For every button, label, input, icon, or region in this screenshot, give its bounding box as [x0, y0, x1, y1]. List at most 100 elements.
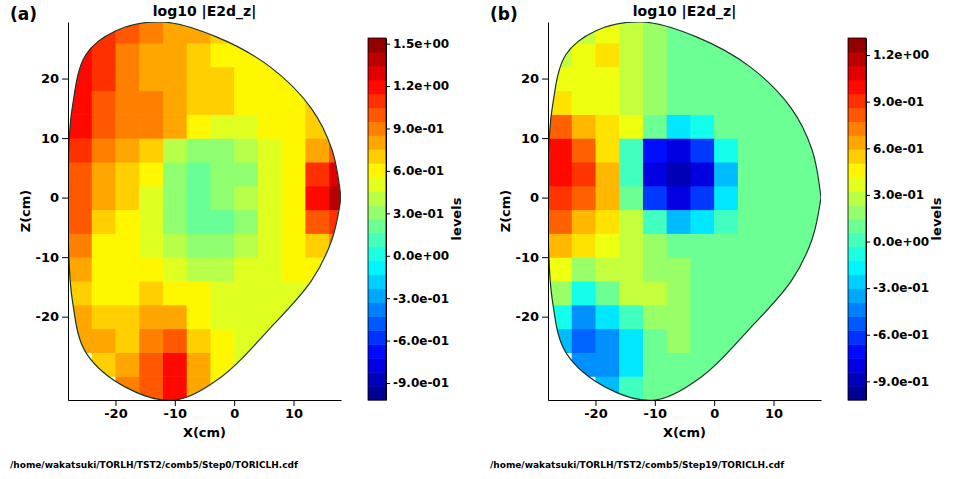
tick-mark	[595, 400, 596, 406]
heatmap-cell	[210, 233, 234, 257]
heatmap-cell	[258, 114, 282, 138]
tick: -9.0e-01	[386, 376, 449, 390]
heatmap-cell	[714, 257, 738, 281]
heatmap-cell	[210, 67, 234, 91]
heatmap-cell	[139, 114, 163, 138]
tick: 10	[765, 400, 783, 421]
heatmap-cell	[643, 90, 667, 114]
heatmap-cell	[163, 329, 187, 353]
heatmap-cell	[68, 210, 92, 234]
heatmap-cell	[187, 90, 211, 114]
heatmap-cell	[714, 305, 738, 329]
heatmap-cell	[210, 186, 234, 210]
heatmap-cell	[115, 281, 139, 305]
colorbar: 1.2e+009.0e-016.0e-013.0e-010.0e+00-3.0e…	[848, 38, 944, 401]
heatmap-cell	[92, 305, 116, 329]
chart-title: log10 |E2d_z|	[153, 3, 257, 20]
heatmap-cell	[234, 210, 258, 234]
heatmap-cell	[92, 114, 116, 138]
axis: -20-10010	[69, 400, 342, 421]
heatmap-cell	[762, 210, 786, 234]
colorbar-band	[848, 219, 866, 233]
colorbar-band	[368, 163, 386, 177]
tick: 6.0e-01	[866, 142, 924, 156]
tick-mark	[62, 198, 68, 199]
colorbar-band	[848, 261, 866, 275]
heatmap-cell	[690, 329, 714, 353]
colorbar-title: levels	[449, 197, 464, 240]
heatmap-cell	[163, 114, 187, 138]
tick-label: 0	[50, 190, 59, 205]
tick-mark	[62, 79, 68, 80]
heatmap-cell	[234, 281, 258, 305]
heatmap-cell	[282, 305, 306, 329]
colorbar-band	[848, 94, 866, 108]
panel-label: (b)	[490, 4, 518, 24]
tick: -6.0e-01	[866, 328, 929, 342]
tick-mark	[175, 400, 176, 406]
heatmap-cell	[762, 162, 786, 186]
tick-label: 0.0e+00	[873, 235, 929, 249]
heatmap-cell	[234, 329, 258, 353]
heatmap-cell	[785, 210, 809, 234]
heatmap-cell	[139, 67, 163, 91]
heatmap-cell	[68, 305, 92, 329]
colorbar-band	[848, 247, 866, 261]
tick-label: 20	[521, 71, 539, 86]
heatmap-cell	[139, 22, 163, 43]
heatmap-cell	[595, 67, 619, 91]
colorbar-band	[848, 386, 866, 400]
heatmap-cell	[619, 90, 643, 114]
heatmap-cell	[595, 257, 619, 281]
heatmap-cell	[210, 257, 234, 281]
heatmap-cell	[115, 67, 139, 91]
heatmap-cell	[210, 114, 234, 138]
heatmap-cell	[92, 186, 116, 210]
heatmap-cell	[282, 90, 306, 114]
y-axis-title: Z(cm)	[18, 190, 33, 233]
tick-label: 10	[285, 406, 303, 421]
heatmap-cell	[548, 162, 572, 186]
heatmap-cell	[92, 257, 116, 281]
heatmap-cell	[667, 114, 691, 138]
heatmap-cell	[163, 305, 187, 329]
heatmap-cell	[282, 162, 306, 186]
heatmap-cell	[305, 138, 329, 162]
tick-mark	[62, 138, 68, 139]
heatmap-cell	[115, 329, 139, 353]
heatmap-cell	[667, 233, 691, 257]
heatmap-cell	[667, 305, 691, 329]
heatmap-cell	[258, 233, 282, 257]
plot-area	[68, 22, 341, 400]
heatmap-cell	[619, 329, 643, 353]
tick-label: 3.0e-01	[393, 207, 444, 221]
tick: 1.2e+00	[866, 48, 929, 62]
tick: 10	[41, 131, 68, 146]
colorbar-band	[848, 38, 866, 52]
axis-line	[386, 39, 387, 401]
tick-mark	[386, 383, 390, 384]
heatmap-cell	[548, 257, 572, 281]
x-axis-title: X(cm)	[183, 425, 226, 440]
heatmap-cell	[667, 329, 691, 353]
tick-mark	[386, 86, 390, 87]
tick-label: 0	[230, 406, 239, 421]
colorbar-band	[848, 163, 866, 177]
heatmap-cell	[163, 186, 187, 210]
heatmap-cell	[667, 376, 691, 400]
heatmap-cell	[785, 162, 809, 186]
heatmap-cell	[115, 352, 139, 376]
tick-label: -10	[516, 250, 540, 265]
heatmap-cell	[210, 329, 234, 353]
colorbar-band	[368, 80, 386, 94]
colorbar-band	[368, 122, 386, 136]
tick: 9.0e-01	[386, 122, 444, 136]
heatmap-cell	[690, 305, 714, 329]
tick-mark	[714, 400, 715, 406]
heatmap-cell	[163, 352, 187, 376]
tick-mark	[655, 400, 656, 406]
heatmap-cell	[762, 138, 786, 162]
axis-line	[548, 23, 549, 401]
heatmap-cell	[643, 281, 667, 305]
axis-line	[549, 400, 822, 401]
